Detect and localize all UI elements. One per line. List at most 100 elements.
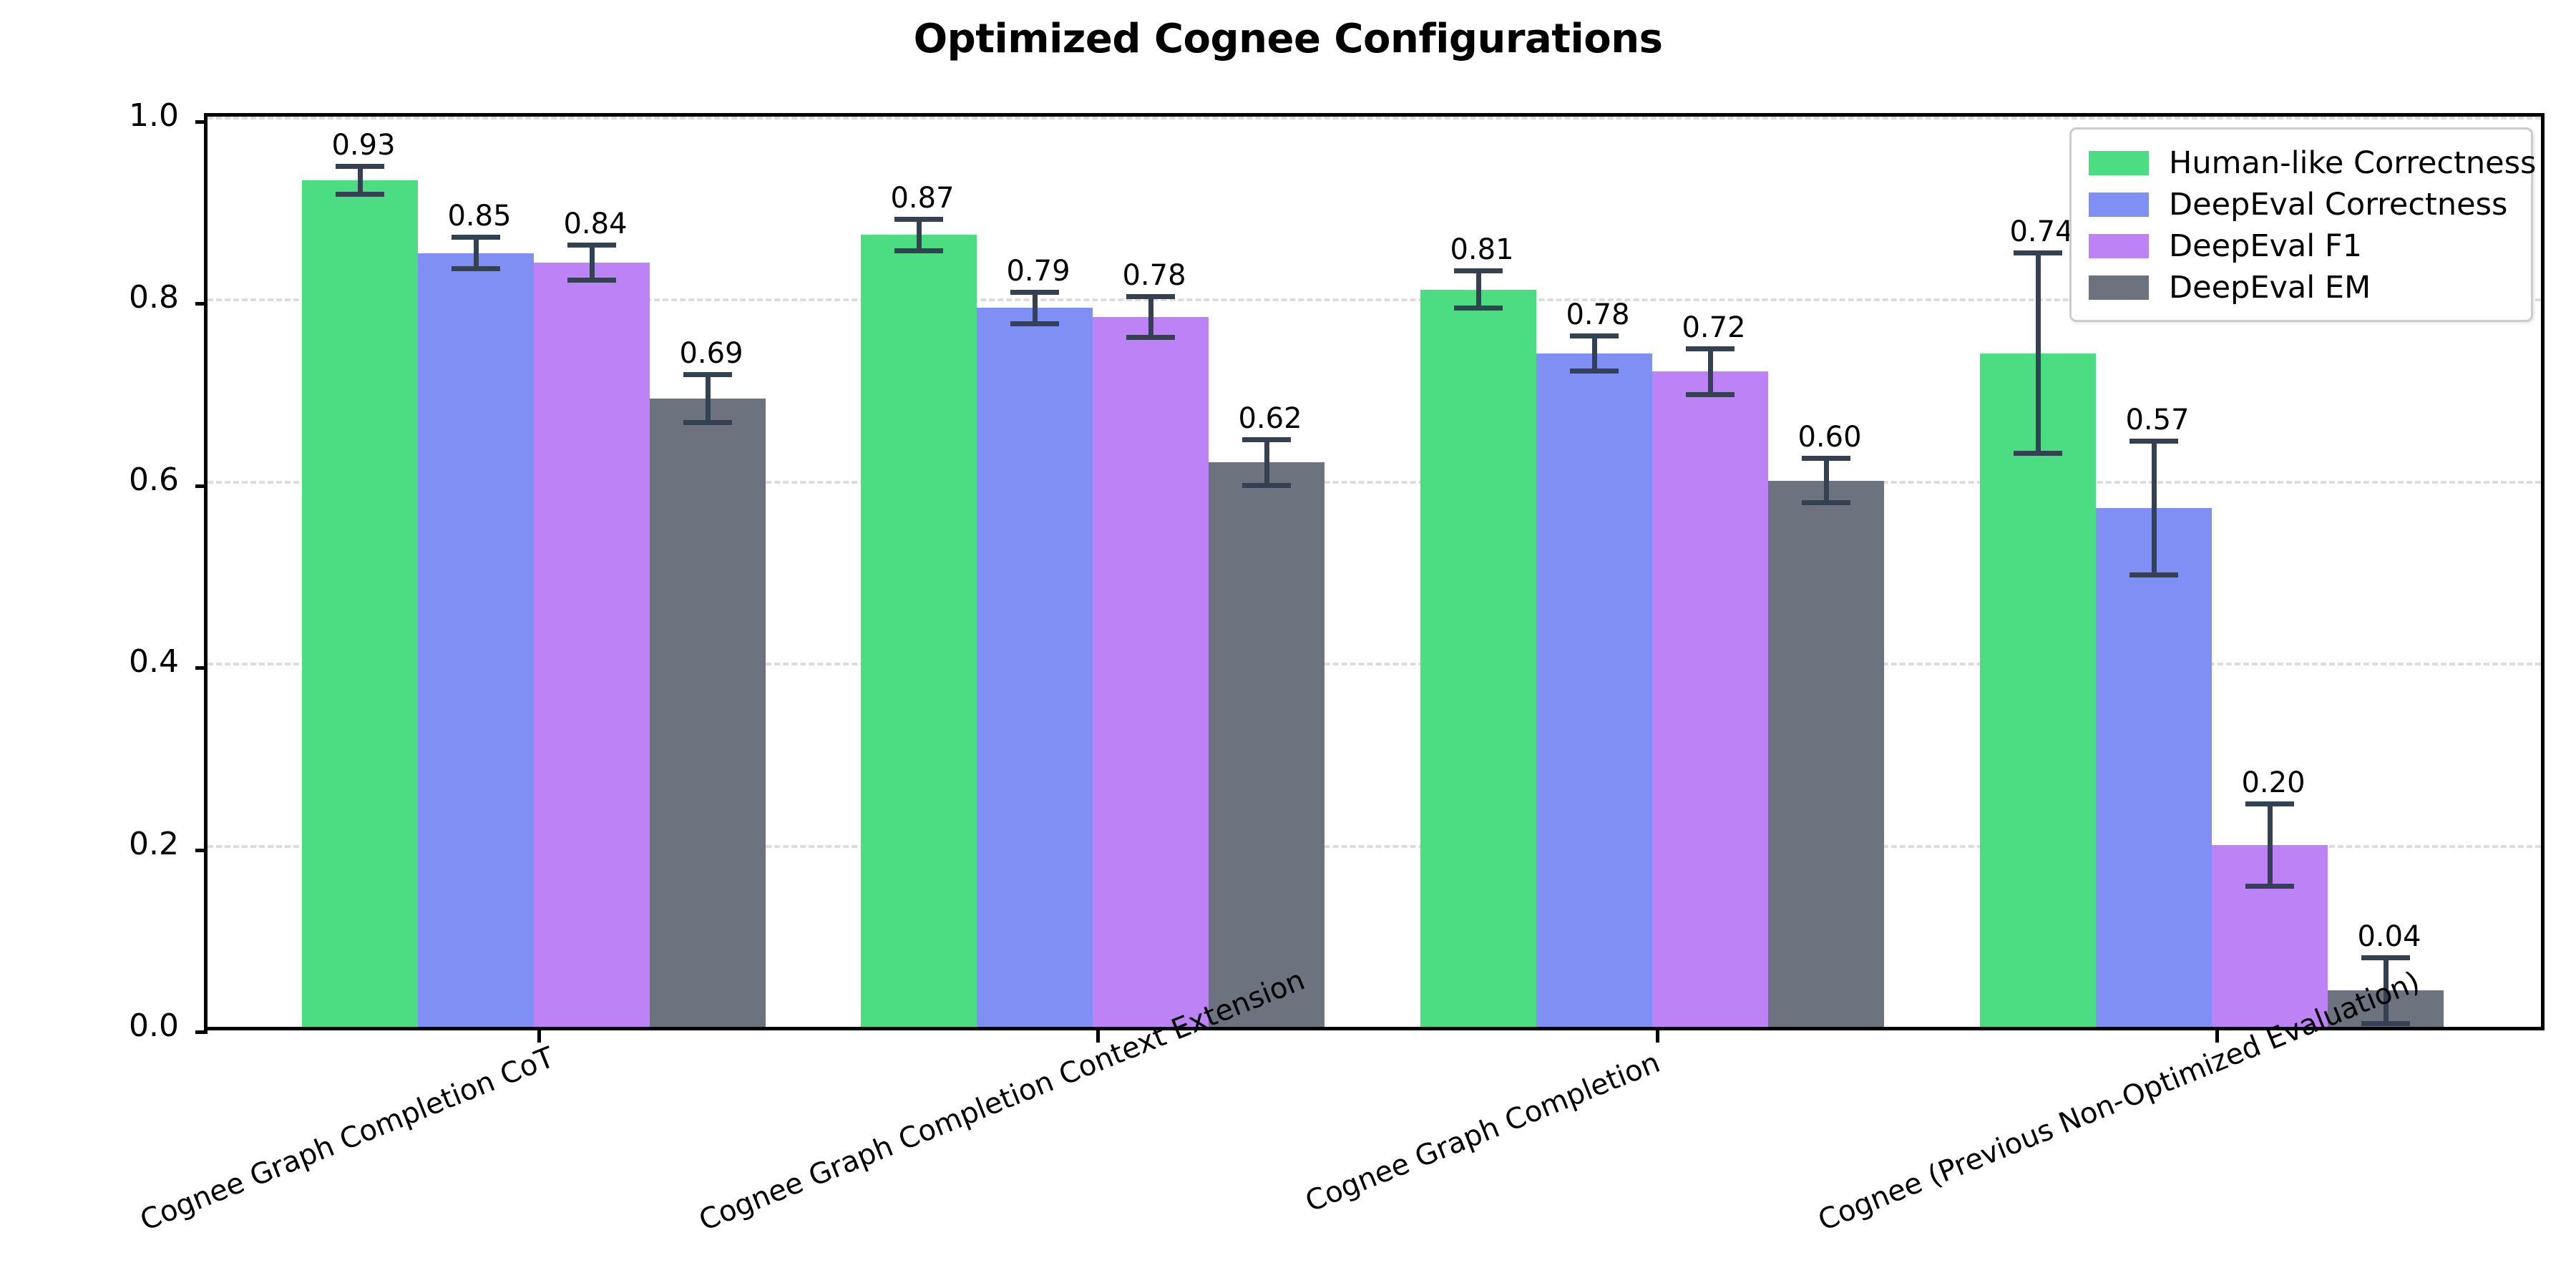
bar-value-label: 0.93 <box>331 129 396 162</box>
error-bar-cap <box>452 266 500 272</box>
error-bar-cap <box>336 164 384 170</box>
error-bar-line <box>1148 294 1153 340</box>
error-bar-cap <box>1126 294 1175 300</box>
x-tick-mark <box>1656 1030 1659 1043</box>
y-tick-label: 0.4 <box>129 643 179 680</box>
error-bar-line <box>2151 439 2157 577</box>
bar[interactable] <box>2096 507 2212 1027</box>
legend-label: DeepEval Correctness <box>2169 186 2508 223</box>
legend-swatch-icon <box>2089 275 2149 300</box>
bar[interactable] <box>1420 289 1536 1027</box>
error-bar-cap <box>1802 500 1850 506</box>
x-tick-mark <box>1096 1030 1100 1043</box>
y-tick-label: 0.2 <box>129 825 179 862</box>
bar-value-label: 0.57 <box>2125 404 2190 437</box>
error-bar-cap <box>567 242 616 248</box>
y-tick-mark <box>195 120 208 124</box>
y-tick-mark <box>195 302 208 306</box>
x-tick-label: Cognee Graph Completion CoT <box>135 1040 559 1238</box>
error-bar-cap <box>2129 439 2178 444</box>
x-tick-label: Cognee Graph Completion <box>1300 1046 1665 1219</box>
error-bar-cap <box>2245 801 2294 806</box>
bar[interactable] <box>1536 353 1652 1027</box>
legend-item[interactable]: DeepEval F1 <box>2089 225 2514 267</box>
x-tick-label: Cognee (Previous Non-Optimized Evaluatio… <box>1813 965 2425 1238</box>
y-tick-mark <box>195 666 208 670</box>
bar[interactable] <box>302 180 418 1027</box>
legend-label: DeepEval F1 <box>2169 228 2362 264</box>
error-bar-cap <box>2361 955 2410 960</box>
bar-value-label: 0.87 <box>890 181 955 215</box>
bar[interactable] <box>1652 371 1768 1027</box>
error-bar-line <box>473 235 479 272</box>
error-bar-cap <box>1126 334 1175 340</box>
y-tick-mark <box>195 1030 208 1034</box>
error-bar-line <box>916 216 922 253</box>
error-bar-line <box>2035 250 2041 457</box>
legend-swatch-icon <box>2089 192 2149 217</box>
error-bar-cap <box>1454 305 1503 311</box>
bar[interactable] <box>534 262 650 1027</box>
error-bar-cap <box>336 191 384 197</box>
bar[interactable] <box>1209 462 1324 1027</box>
bar[interactable] <box>1768 480 1884 1027</box>
bar[interactable] <box>977 308 1093 1027</box>
y-tick-mark <box>195 484 208 488</box>
chart-title: Optimized Cognee Configurations <box>913 16 1663 62</box>
plot-inner <box>208 117 2541 1027</box>
bar[interactable] <box>861 235 977 1027</box>
error-bar-line <box>705 372 711 426</box>
x-tick-mark <box>2215 1030 2219 1043</box>
bar[interactable] <box>418 253 534 1027</box>
error-bar-line <box>1823 456 1829 506</box>
legend-swatch-icon <box>2089 151 2149 175</box>
bar[interactable] <box>1093 316 1209 1027</box>
legend-item[interactable]: DeepEval EM <box>2089 267 2514 308</box>
x-tick-label: Cognee Graph Completion Context Extensio… <box>694 963 1309 1238</box>
bar[interactable] <box>650 399 766 1027</box>
bar-value-label: 0.74 <box>2009 215 2074 248</box>
bar-value-label: 0.85 <box>447 200 512 233</box>
bar-value-label: 0.78 <box>1566 298 1630 331</box>
error-bar-cap <box>2129 572 2178 577</box>
bar-value-label: 0.72 <box>1682 311 1746 344</box>
bar[interactable] <box>1980 353 2096 1027</box>
legend-label: DeepEval EM <box>2169 269 2371 306</box>
y-tick-label: 1.0 <box>129 97 179 134</box>
error-bar-cap <box>1686 346 1735 351</box>
error-bar-cap <box>1242 482 1291 488</box>
error-bar-cap <box>567 277 616 283</box>
error-bar-line <box>1591 333 1597 374</box>
gridline <box>208 117 2541 119</box>
y-tick-label: 0.8 <box>129 279 179 316</box>
legend-item[interactable]: Human-like Correctness <box>2089 142 2536 184</box>
y-tick-label: 0.0 <box>129 1008 179 1044</box>
error-bar-cap <box>2014 451 2062 457</box>
error-bar-cap <box>1454 268 1503 274</box>
gridline <box>208 844 2541 848</box>
chart-legend: Human-like Correctness DeepEval Correctne… <box>2069 127 2536 322</box>
error-bar-cap <box>2245 883 2294 889</box>
error-bar-line <box>1707 346 1713 397</box>
error-bar-cap <box>683 372 732 378</box>
error-bar-cap <box>1010 321 1059 326</box>
x-tick-mark <box>537 1030 541 1043</box>
error-bar-cap <box>894 216 943 222</box>
error-bar-cap <box>1570 368 1619 374</box>
bar-value-label: 0.60 <box>1797 421 1862 454</box>
bar-value-label: 0.84 <box>563 207 628 240</box>
error-bar-line <box>1264 436 1269 488</box>
legend-item[interactable]: DeepEval Correctness <box>2089 184 2514 225</box>
error-bar-cap <box>2361 1020 2410 1026</box>
y-tick-label: 0.6 <box>129 461 179 498</box>
gridline <box>208 480 2541 484</box>
error-bar-line <box>357 164 363 197</box>
bar-value-label: 0.20 <box>2241 766 2306 799</box>
error-bar-cap <box>1010 289 1059 295</box>
bar-value-label: 0.62 <box>1238 401 1302 435</box>
gridline <box>208 663 2541 666</box>
legend-label: Human-like Correctness <box>2169 145 2537 181</box>
error-bar-cap <box>1242 436 1291 442</box>
error-bar-cap <box>452 235 500 240</box>
gridline <box>208 298 2541 302</box>
